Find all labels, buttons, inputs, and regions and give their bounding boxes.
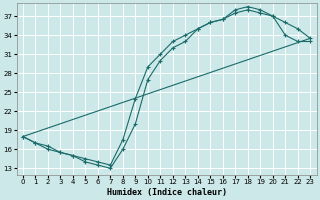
X-axis label: Humidex (Indice chaleur): Humidex (Indice chaleur) [107,188,227,197]
